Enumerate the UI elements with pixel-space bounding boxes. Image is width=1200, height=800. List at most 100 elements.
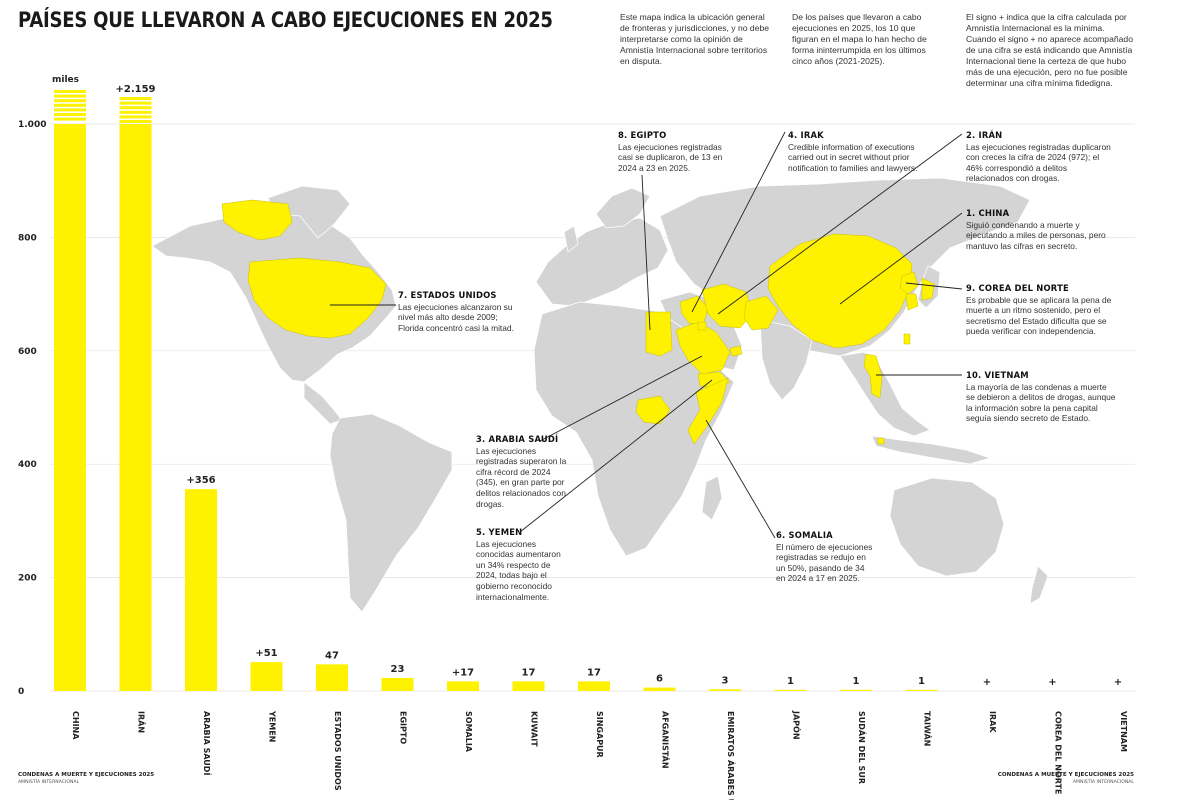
leader-line xyxy=(641,174,651,331)
map-uk xyxy=(563,225,579,253)
category-label-8: SINGAPUR xyxy=(595,711,604,758)
value-label-9: 6 xyxy=(656,674,663,685)
category-label-16: VIETNAM xyxy=(1119,711,1128,752)
bar-stripe xyxy=(119,110,152,114)
value-label-6: +17 xyxy=(452,667,474,678)
bar-stripe xyxy=(54,113,86,116)
annotation-yemen: 5. YEMEN Las ejecuciones conocidas aument… xyxy=(476,527,561,602)
value-labels: +2.159 +356 +51 47 23 +17 17 17 6 3 1 1 1 + + + xyxy=(115,84,1122,688)
leader-lines xyxy=(330,131,963,539)
category-label-0: CHINA xyxy=(71,711,80,740)
intro-plus-sign-note: El signo + indica que la cifra calculada… xyxy=(966,12,1133,88)
map-highlight-afghanistan xyxy=(743,295,779,331)
map-australia xyxy=(889,477,1005,577)
footer-right: CONDENAS A MUERTE Y EJECUCIONES 2025 AMNI… xyxy=(997,772,1134,785)
map-highlight-singapore xyxy=(877,437,885,445)
value-label-14: + xyxy=(983,677,991,688)
map-india xyxy=(759,319,813,401)
annotation-estados-unidos: 7. ESTADOS UNIDOS Las ejecuciones alcanza… xyxy=(398,290,514,333)
bar-13 xyxy=(905,689,938,691)
map-highlight-egypt xyxy=(645,311,673,357)
y-tick-label: 600 xyxy=(18,347,37,357)
bar-4 xyxy=(316,664,348,691)
category-label-11: JAPÓN xyxy=(792,710,803,740)
value-label-16: + xyxy=(1114,677,1122,688)
bar-11 xyxy=(774,689,807,691)
annotation-irak: 4. IRAK Credible information of execution… xyxy=(788,130,918,173)
value-label-2: +356 xyxy=(186,475,215,486)
y-tick-label: 1.000 xyxy=(18,120,46,130)
category-label-6: SOMALIA xyxy=(464,711,473,753)
bar-stripe xyxy=(54,103,86,107)
bar-stripe xyxy=(54,117,86,121)
map-highlight-somalia xyxy=(687,377,729,445)
bar-stripe xyxy=(119,120,152,123)
category-label-9: AFGANISTÁN xyxy=(661,711,672,769)
map-highlight-south-korea xyxy=(905,293,919,311)
bar-3 xyxy=(250,662,283,691)
category-label-3: YEMEN xyxy=(268,710,277,742)
bar-stripe xyxy=(54,90,86,93)
y-tick-label: 400 xyxy=(18,460,37,470)
value-label-7: 17 xyxy=(522,667,536,678)
leader-line xyxy=(539,355,703,442)
category-label-10: EMIRATOS ÁRABES UNIDOS xyxy=(726,711,737,800)
bar-5 xyxy=(381,677,414,691)
map-highlight-usa xyxy=(247,257,387,339)
value-label-15: + xyxy=(1048,677,1056,688)
footer-left: CONDENAS A MUERTE Y EJECUCIONES 2025 AMNI… xyxy=(18,772,155,785)
bars xyxy=(54,90,938,691)
leader-line xyxy=(905,282,963,290)
map-highlight-china xyxy=(767,233,913,349)
category-labels: CHINA IRÁN ARABIA SAUDÍ YEMEN ESTADOS UNIDOS… xyxy=(71,710,1128,800)
bar-stripe xyxy=(119,115,152,119)
page-title: PAÍSES QUE LLEVARON A CABO EJECUCIONES E… xyxy=(18,8,553,32)
category-label-4: ESTADOS UNIDOS xyxy=(333,711,342,791)
y-tick-label: 200 xyxy=(18,574,37,584)
value-label-1: +2.159 xyxy=(115,84,155,95)
category-label-15: COREA DEL NORTE xyxy=(1054,711,1063,794)
world-map xyxy=(151,177,1049,613)
annotation-vietnam: 10. VIETNAM La mayoría de las condenas a … xyxy=(966,370,1116,424)
bar-stripe xyxy=(54,99,86,103)
category-label-7: KUWAIT xyxy=(530,711,539,747)
leader-line xyxy=(705,419,776,539)
map-central-america xyxy=(303,381,343,425)
map-scandinavia xyxy=(595,187,651,229)
annotation-corea-del-norte: 9. COREA DEL NORTE Es probable que se apl… xyxy=(966,283,1112,337)
category-label-14: IRAK xyxy=(988,711,997,733)
bar-9 xyxy=(643,687,676,691)
map-indonesia xyxy=(871,435,992,465)
map-highlight-south-sudan xyxy=(635,395,671,425)
bar-6 xyxy=(447,681,479,691)
value-label-10: 3 xyxy=(722,675,729,686)
intro-continuity-note: De los países que llevaron a cabo ejecuc… xyxy=(792,12,927,66)
value-label-11: 1 xyxy=(787,676,794,687)
bar-stripe xyxy=(54,108,86,112)
category-label-1: IRÁN xyxy=(137,711,148,733)
bar-2 xyxy=(185,489,217,691)
annotation-arabia-saudi: 3. ARABIA SAUDÍ Las ejecuciones registrad… xyxy=(476,434,567,509)
map-south-america xyxy=(329,413,453,613)
category-label-12: SUDÁN DEL SUR xyxy=(857,711,868,784)
category-label-5: EGIPTO xyxy=(399,711,408,744)
unit-label: miles xyxy=(52,75,79,85)
map-madagascar xyxy=(701,475,723,521)
category-label-13: TAIWÁN xyxy=(923,711,934,746)
y-tick-label: 800 xyxy=(18,233,37,243)
annotation-somalia: 6. SOMALIA El número de ejecuciones regis… xyxy=(776,530,873,584)
map-highlight-taiwan xyxy=(903,333,911,345)
leader-line xyxy=(839,212,963,305)
annotation-egipto: 8. EGIPTO Las ejecuciones registradas cas… xyxy=(618,130,723,173)
bar-stripe xyxy=(54,94,86,98)
value-label-4: 47 xyxy=(325,650,339,661)
leader-line xyxy=(717,133,963,315)
leader-line xyxy=(691,131,786,313)
map-southeast-asia xyxy=(839,351,931,437)
bar-0 xyxy=(54,124,86,691)
bar-10 xyxy=(709,689,741,691)
value-label-5: 23 xyxy=(391,664,405,675)
bar-7 xyxy=(512,681,545,691)
y-tick-label: 0 xyxy=(18,687,24,697)
